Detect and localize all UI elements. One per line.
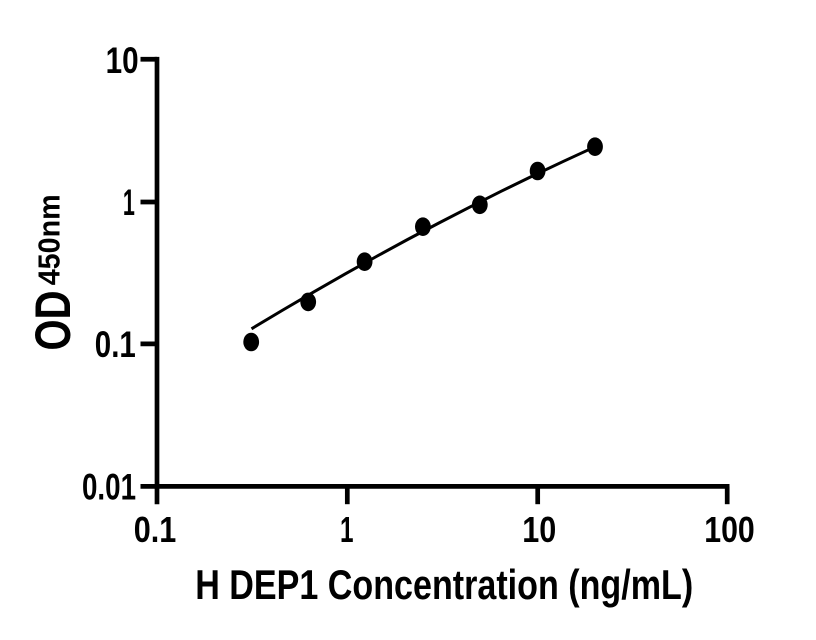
svg-text:10: 10 [522, 509, 556, 550]
svg-text:OD: OD [24, 291, 81, 351]
svg-text:1: 1 [340, 509, 354, 550]
svg-text:0.1: 0.1 [95, 324, 136, 365]
svg-text:H DEP1 Concentration (ng/mL): H DEP1 Concentration (ng/mL) [195, 562, 693, 608]
svg-text:0.1: 0.1 [134, 509, 177, 550]
svg-text:10: 10 [106, 40, 139, 81]
svg-text:0.01: 0.01 [82, 466, 136, 507]
svg-text:450nm: 450nm [33, 194, 67, 285]
svg-text:100: 100 [704, 509, 755, 550]
svg-text:1: 1 [123, 182, 135, 223]
